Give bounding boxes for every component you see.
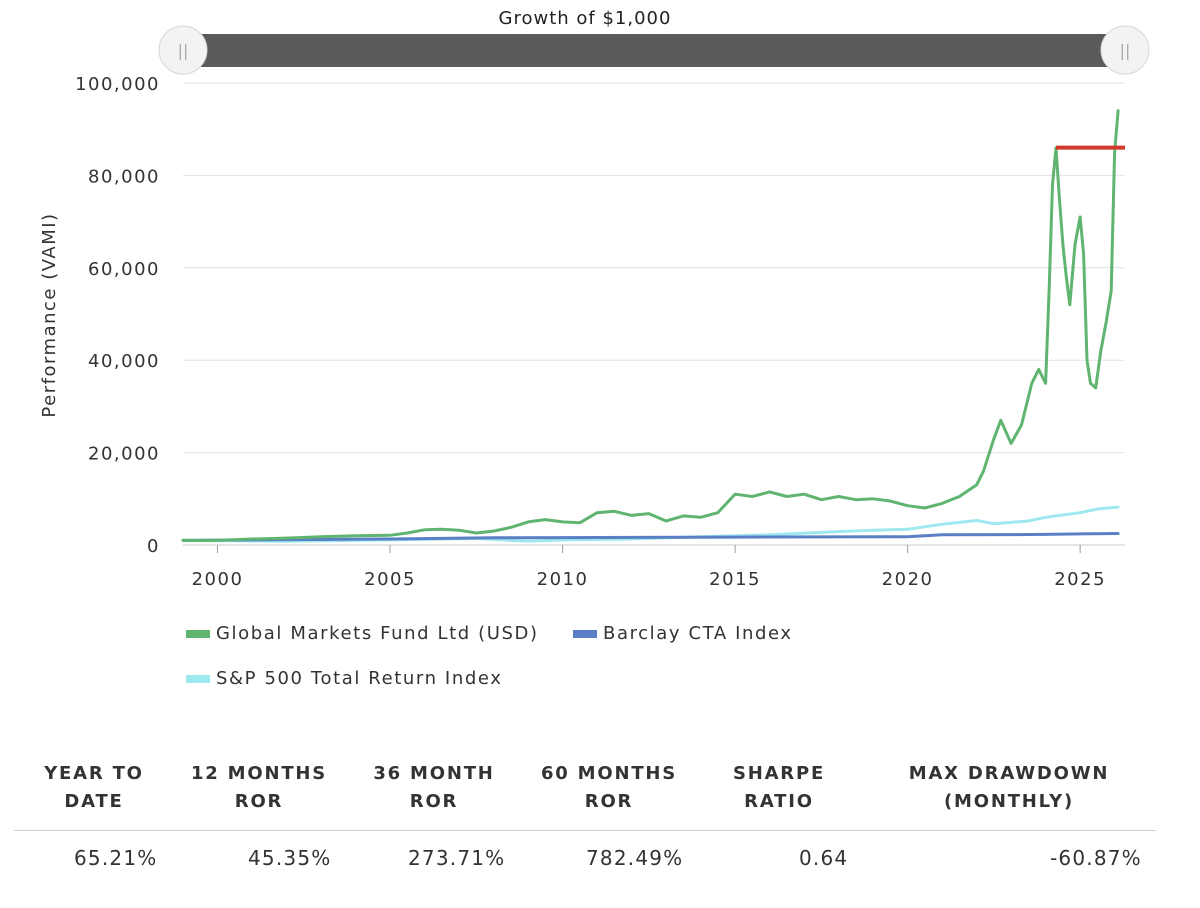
- metric-value-36m: 273.71%: [408, 846, 506, 870]
- x-axis: 2000 2005 2010 2015 2020 2025: [192, 545, 1106, 590]
- metric-header-sharpe: SHARPE RATIO: [719, 760, 839, 816]
- y-tick-label: 40,000: [88, 351, 160, 372]
- metric-header-line: ROR: [584, 791, 634, 812]
- series-lines: [181, 109, 1120, 543]
- y-tick-label: 100,000: [75, 74, 160, 95]
- metric-header-line: ROR: [234, 791, 284, 812]
- y-tick-label: 60,000: [88, 259, 160, 280]
- legend-item-fund[interactable]: Global Markets Fund Ltd (USD): [186, 623, 539, 644]
- metric-header-line: SHARPE: [732, 763, 826, 784]
- chart-title: Growth of $1,000: [498, 8, 672, 29]
- metric-header-line: ROR: [409, 791, 459, 812]
- legend-label-fund: Global Markets Fund Ltd (USD): [216, 623, 539, 644]
- metric-header-line: DATE: [64, 791, 124, 812]
- series-line-0: [181, 109, 1120, 542]
- left-handle[interactable]: [158, 25, 208, 75]
- metric-value-max-drawdown: -60.87%: [1050, 846, 1142, 870]
- series-line-1: [181, 532, 1120, 542]
- metric-header-line: 60 MONTHS: [540, 763, 678, 784]
- y-tick-label: 80,000: [88, 166, 160, 187]
- metric-value-sharpe: 0.64: [799, 846, 849, 870]
- metric-header-ytd: YEAR TO DATE: [24, 760, 164, 816]
- x-tick-label: 2020: [882, 569, 934, 590]
- range-navigator[interactable]: || ||: [158, 25, 1150, 75]
- legend-swatch-fund: [186, 629, 210, 638]
- metric-value-ytd: 65.21%: [74, 846, 158, 870]
- legend-swatch-sp500: [186, 674, 210, 683]
- y-axis-label: Performance (VAMI): [39, 212, 60, 417]
- y-tick-label: 0: [147, 536, 160, 557]
- metric-header-line: (MONTHLY): [944, 791, 1074, 812]
- metric-header-12m: 12 MONTHS ROR: [184, 760, 334, 816]
- metric-header-line: MAX DRAWDOWN: [908, 763, 1110, 784]
- legend-item-sp500[interactable]: S&P 500 Total Return Index: [186, 668, 502, 689]
- grid-lines: [183, 82, 1125, 546]
- legend-swatch-barclay: [573, 629, 597, 638]
- metric-value-12m: 45.35%: [248, 846, 332, 870]
- legend-item-barclay[interactable]: Barclay CTA Index: [573, 623, 793, 644]
- right-handle-grip-icon: ||: [1120, 41, 1131, 60]
- x-tick-label: 2005: [364, 569, 416, 590]
- metric-header-line: YEAR TO: [44, 763, 144, 784]
- y-tick-label: 20,000: [88, 444, 160, 465]
- metrics-divider: [14, 830, 1156, 831]
- x-tick-label: 2010: [537, 569, 589, 590]
- metric-header-max-drawdown: MAX DRAWDOWN (MONTHLY): [894, 760, 1124, 816]
- x-tick-label: 2015: [709, 569, 761, 590]
- metric-header-line: 36 MONTH: [373, 763, 495, 784]
- metric-value-60m: 782.49%: [586, 846, 684, 870]
- legend-label-barclay: Barclay CTA Index: [603, 623, 793, 644]
- x-tick-label: 2025: [1054, 569, 1106, 590]
- performance-chart: || || 0 20,000 40,000 60,000 80,000 100,000 2…: [39, 25, 1150, 590]
- metric-header-36m: 36 MONTH ROR: [359, 760, 509, 816]
- metric-header-line: 12 MONTHS: [190, 763, 328, 784]
- left-handle-grip-icon: ||: [178, 41, 189, 60]
- y-axis: 0 20,000 40,000 60,000 80,000 100,000: [75, 74, 160, 557]
- legend-label-sp500: S&P 500 Total Return Index: [216, 668, 503, 689]
- right-handle[interactable]: [1100, 25, 1150, 75]
- x-tick-label: 2000: [192, 569, 244, 590]
- metric-header-60m: 60 MONTHS ROR: [529, 760, 689, 816]
- navigator-bar[interactable]: [183, 34, 1125, 67]
- metric-header-line: RATIO: [744, 791, 814, 812]
